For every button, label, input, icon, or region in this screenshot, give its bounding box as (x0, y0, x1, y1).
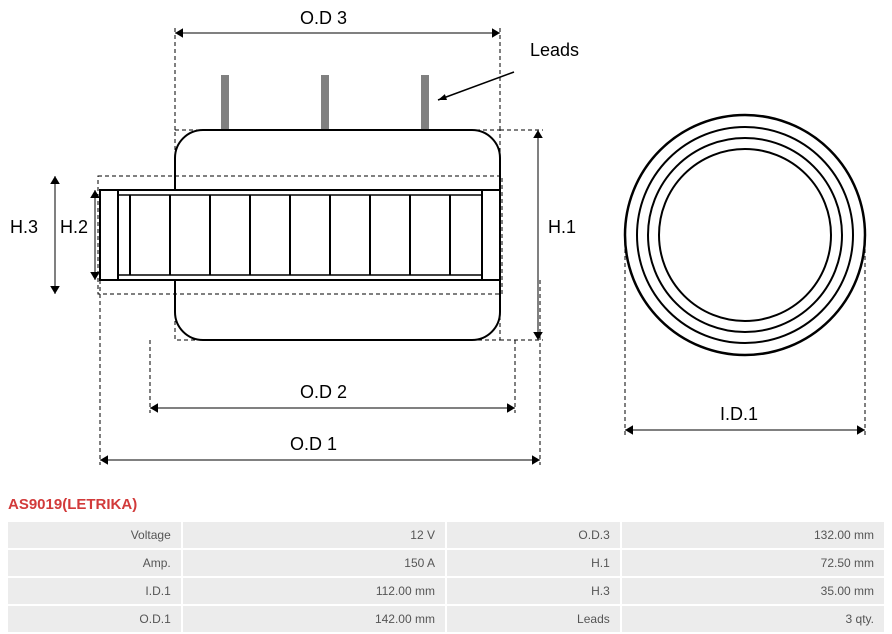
table-row: O.D.1142.00 mmLeads3 qty. (8, 606, 884, 632)
table-row: I.D.1112.00 mmH.335.00 mm (8, 578, 884, 604)
spec-label: H.1 (447, 550, 620, 576)
svg-text:O.D 2: O.D 2 (300, 382, 347, 402)
spec-label: Leads (447, 606, 620, 632)
spec-value: 72.50 mm (622, 550, 884, 576)
spec-label: I.D.1 (8, 578, 181, 604)
svg-text:H.2: H.2 (60, 217, 88, 237)
product-model: AS9019 (8, 496, 62, 513)
product-brand: LETRIKA (67, 496, 132, 513)
spec-value: 132.00 mm (622, 522, 884, 548)
spec-value: 12 V (183, 522, 445, 548)
spec-value: 3 qty. (622, 606, 884, 632)
spec-value: 35.00 mm (622, 578, 884, 604)
svg-text:H.1: H.1 (548, 217, 576, 237)
table-row: Amp.150 AH.172.50 mm (8, 550, 884, 576)
table-row: Voltage12 VO.D.3132.00 mm (8, 522, 884, 548)
spec-label: Voltage (8, 522, 181, 548)
spec-label: O.D.3 (447, 522, 620, 548)
diagram-svg: O.D 3 O.D 2 O.D 1 H.1 H.2 H.3 Leads I.D.1 (0, 0, 892, 490)
svg-text:Leads: Leads (530, 40, 579, 60)
spec-value: 142.00 mm (183, 606, 445, 632)
svg-text:O.D 1: O.D 1 (290, 434, 337, 454)
spec-table: Voltage12 VO.D.3132.00 mmAmp.150 AH.172.… (6, 520, 886, 634)
svg-text:I.D.1: I.D.1 (720, 404, 758, 424)
product-title: AS9019(LETRIKA) (8, 496, 137, 513)
spec-value: 112.00 mm (183, 578, 445, 604)
technical-diagram: O.D 3 O.D 2 O.D 1 H.1 H.2 H.3 Leads I.D.1 (0, 0, 892, 490)
svg-text:O.D 3: O.D 3 (300, 8, 347, 28)
spec-label: Amp. (8, 550, 181, 576)
svg-text:H.3: H.3 (10, 217, 38, 237)
spec-label: H.3 (447, 578, 620, 604)
spec-value: 150 A (183, 550, 445, 576)
spec-label: O.D.1 (8, 606, 181, 632)
